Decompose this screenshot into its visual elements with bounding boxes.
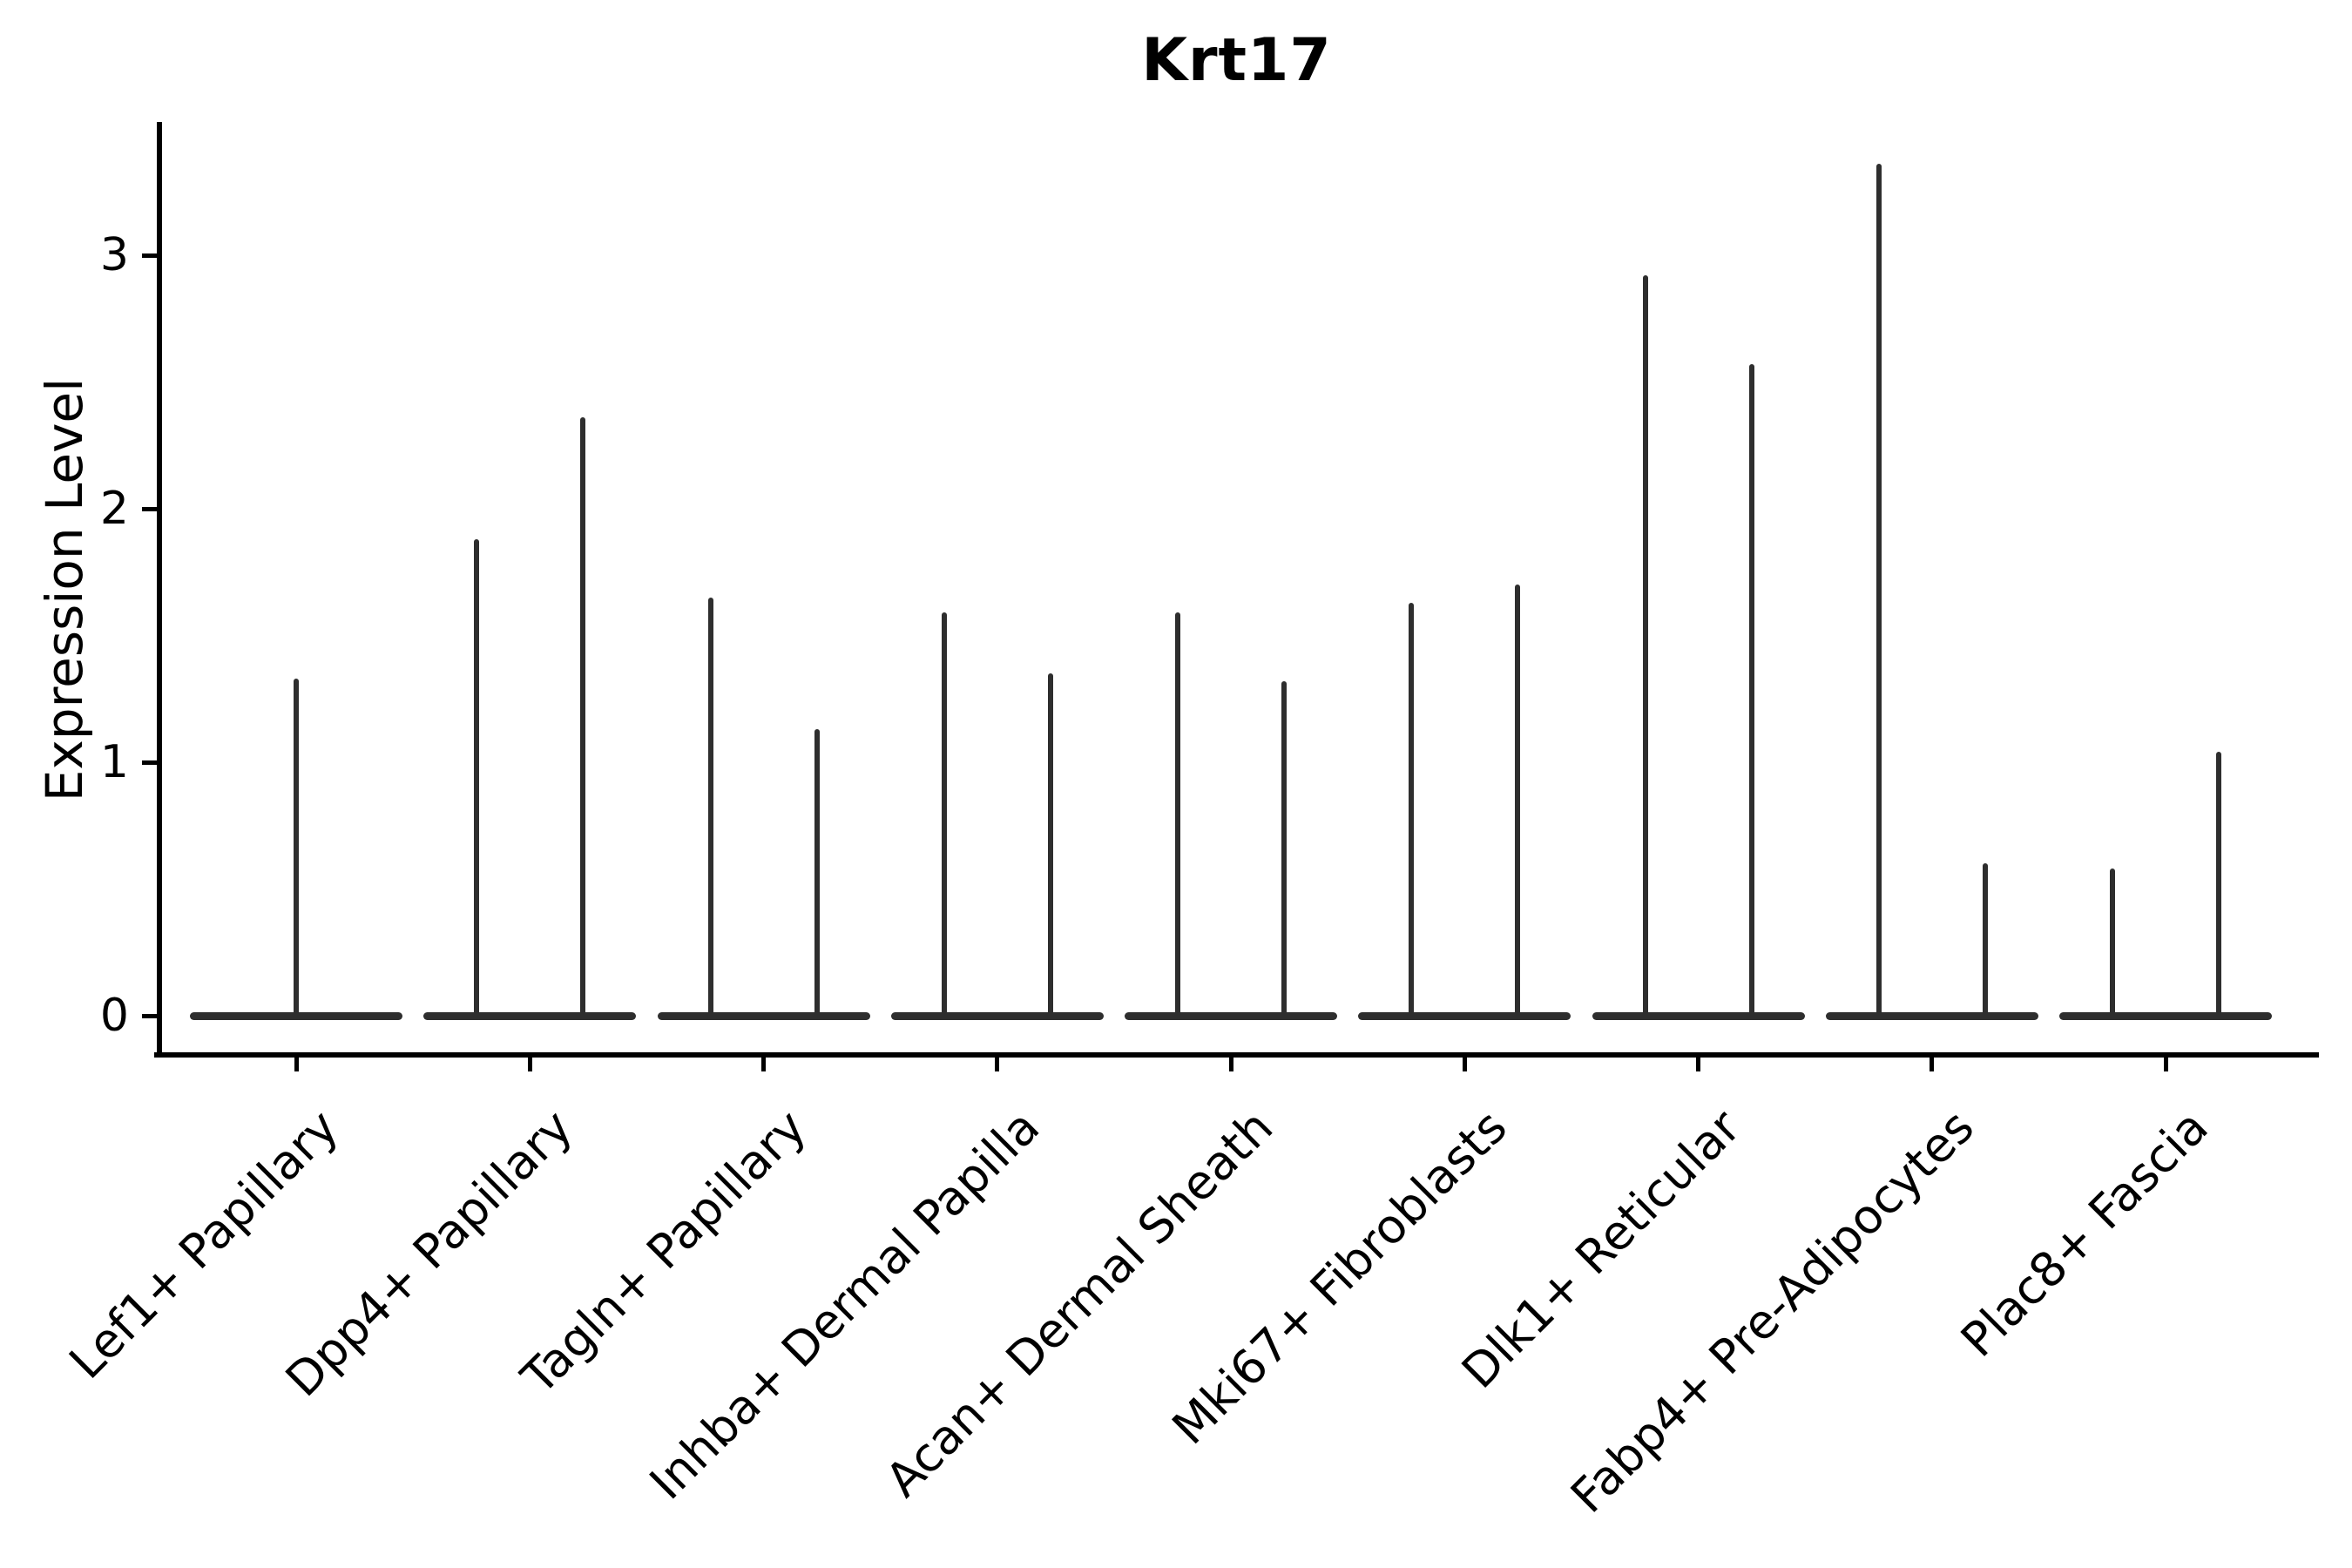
y-tick: [142, 760, 158, 765]
violin-baseline: [890, 1011, 1104, 1020]
x-tick: [1696, 1058, 1700, 1071]
violin-spike: [707, 597, 713, 1016]
violin-spike: [1281, 680, 1287, 1016]
violin-spike: [474, 538, 480, 1016]
chart-title: Krt17: [1141, 26, 1332, 95]
violin-baseline: [657, 1011, 870, 1020]
y-tick: [142, 253, 158, 258]
violin-spike: [1982, 863, 1988, 1016]
x-tick: [995, 1058, 1000, 1071]
violin-baseline: [1825, 1011, 2038, 1020]
violin-spike: [941, 612, 947, 1016]
y-tick-label: 3: [99, 229, 129, 281]
x-tick: [294, 1058, 299, 1071]
violin-spike: [1409, 602, 1415, 1016]
x-tick: [1930, 1058, 1935, 1071]
y-tick-label: 0: [99, 990, 129, 1042]
x-tick: [1462, 1058, 1467, 1071]
violin-spike: [580, 417, 586, 1016]
x-axis-spine: [154, 1052, 2319, 1058]
violin-baseline: [423, 1011, 637, 1020]
violin-spike: [814, 729, 820, 1016]
x-tick: [761, 1058, 766, 1071]
violin-baseline: [1592, 1011, 1805, 1020]
y-axis-spine: [157, 122, 162, 1058]
violin-spike: [1515, 585, 1521, 1016]
x-tick: [527, 1058, 532, 1071]
x-tick-label: Fabp4+ Pre-Adipocytes: [1560, 1099, 1985, 1524]
violin-spike: [1047, 673, 1053, 1016]
x-tick-label: Inhba+ Dermal Papilla: [639, 1099, 1051, 1511]
violin-spike: [1876, 164, 1882, 1016]
y-tick: [142, 1013, 158, 1018]
y-tick-label: 2: [99, 483, 129, 535]
violin-baseline: [190, 1011, 402, 1020]
violin-spike: [1642, 275, 1648, 1016]
violin-baseline: [1358, 1011, 1571, 1020]
x-tick-label: Plac8+ Fascia: [1950, 1099, 2219, 1368]
x-tick: [2163, 1058, 2168, 1071]
violin-spike: [2110, 868, 2115, 1016]
y-tick: [142, 506, 158, 511]
violin-baseline: [2059, 1011, 2272, 1020]
violin-spike: [1748, 364, 1754, 1016]
y-tick-label: 1: [99, 736, 129, 788]
violin-spike: [1175, 612, 1180, 1016]
x-tick: [1228, 1058, 1233, 1071]
violin-spike: [294, 678, 299, 1016]
violin-baseline: [1125, 1011, 1337, 1020]
x-tick-label: Acan+ Dermal Sheath: [875, 1099, 1284, 1508]
violin-spike: [2216, 752, 2221, 1016]
